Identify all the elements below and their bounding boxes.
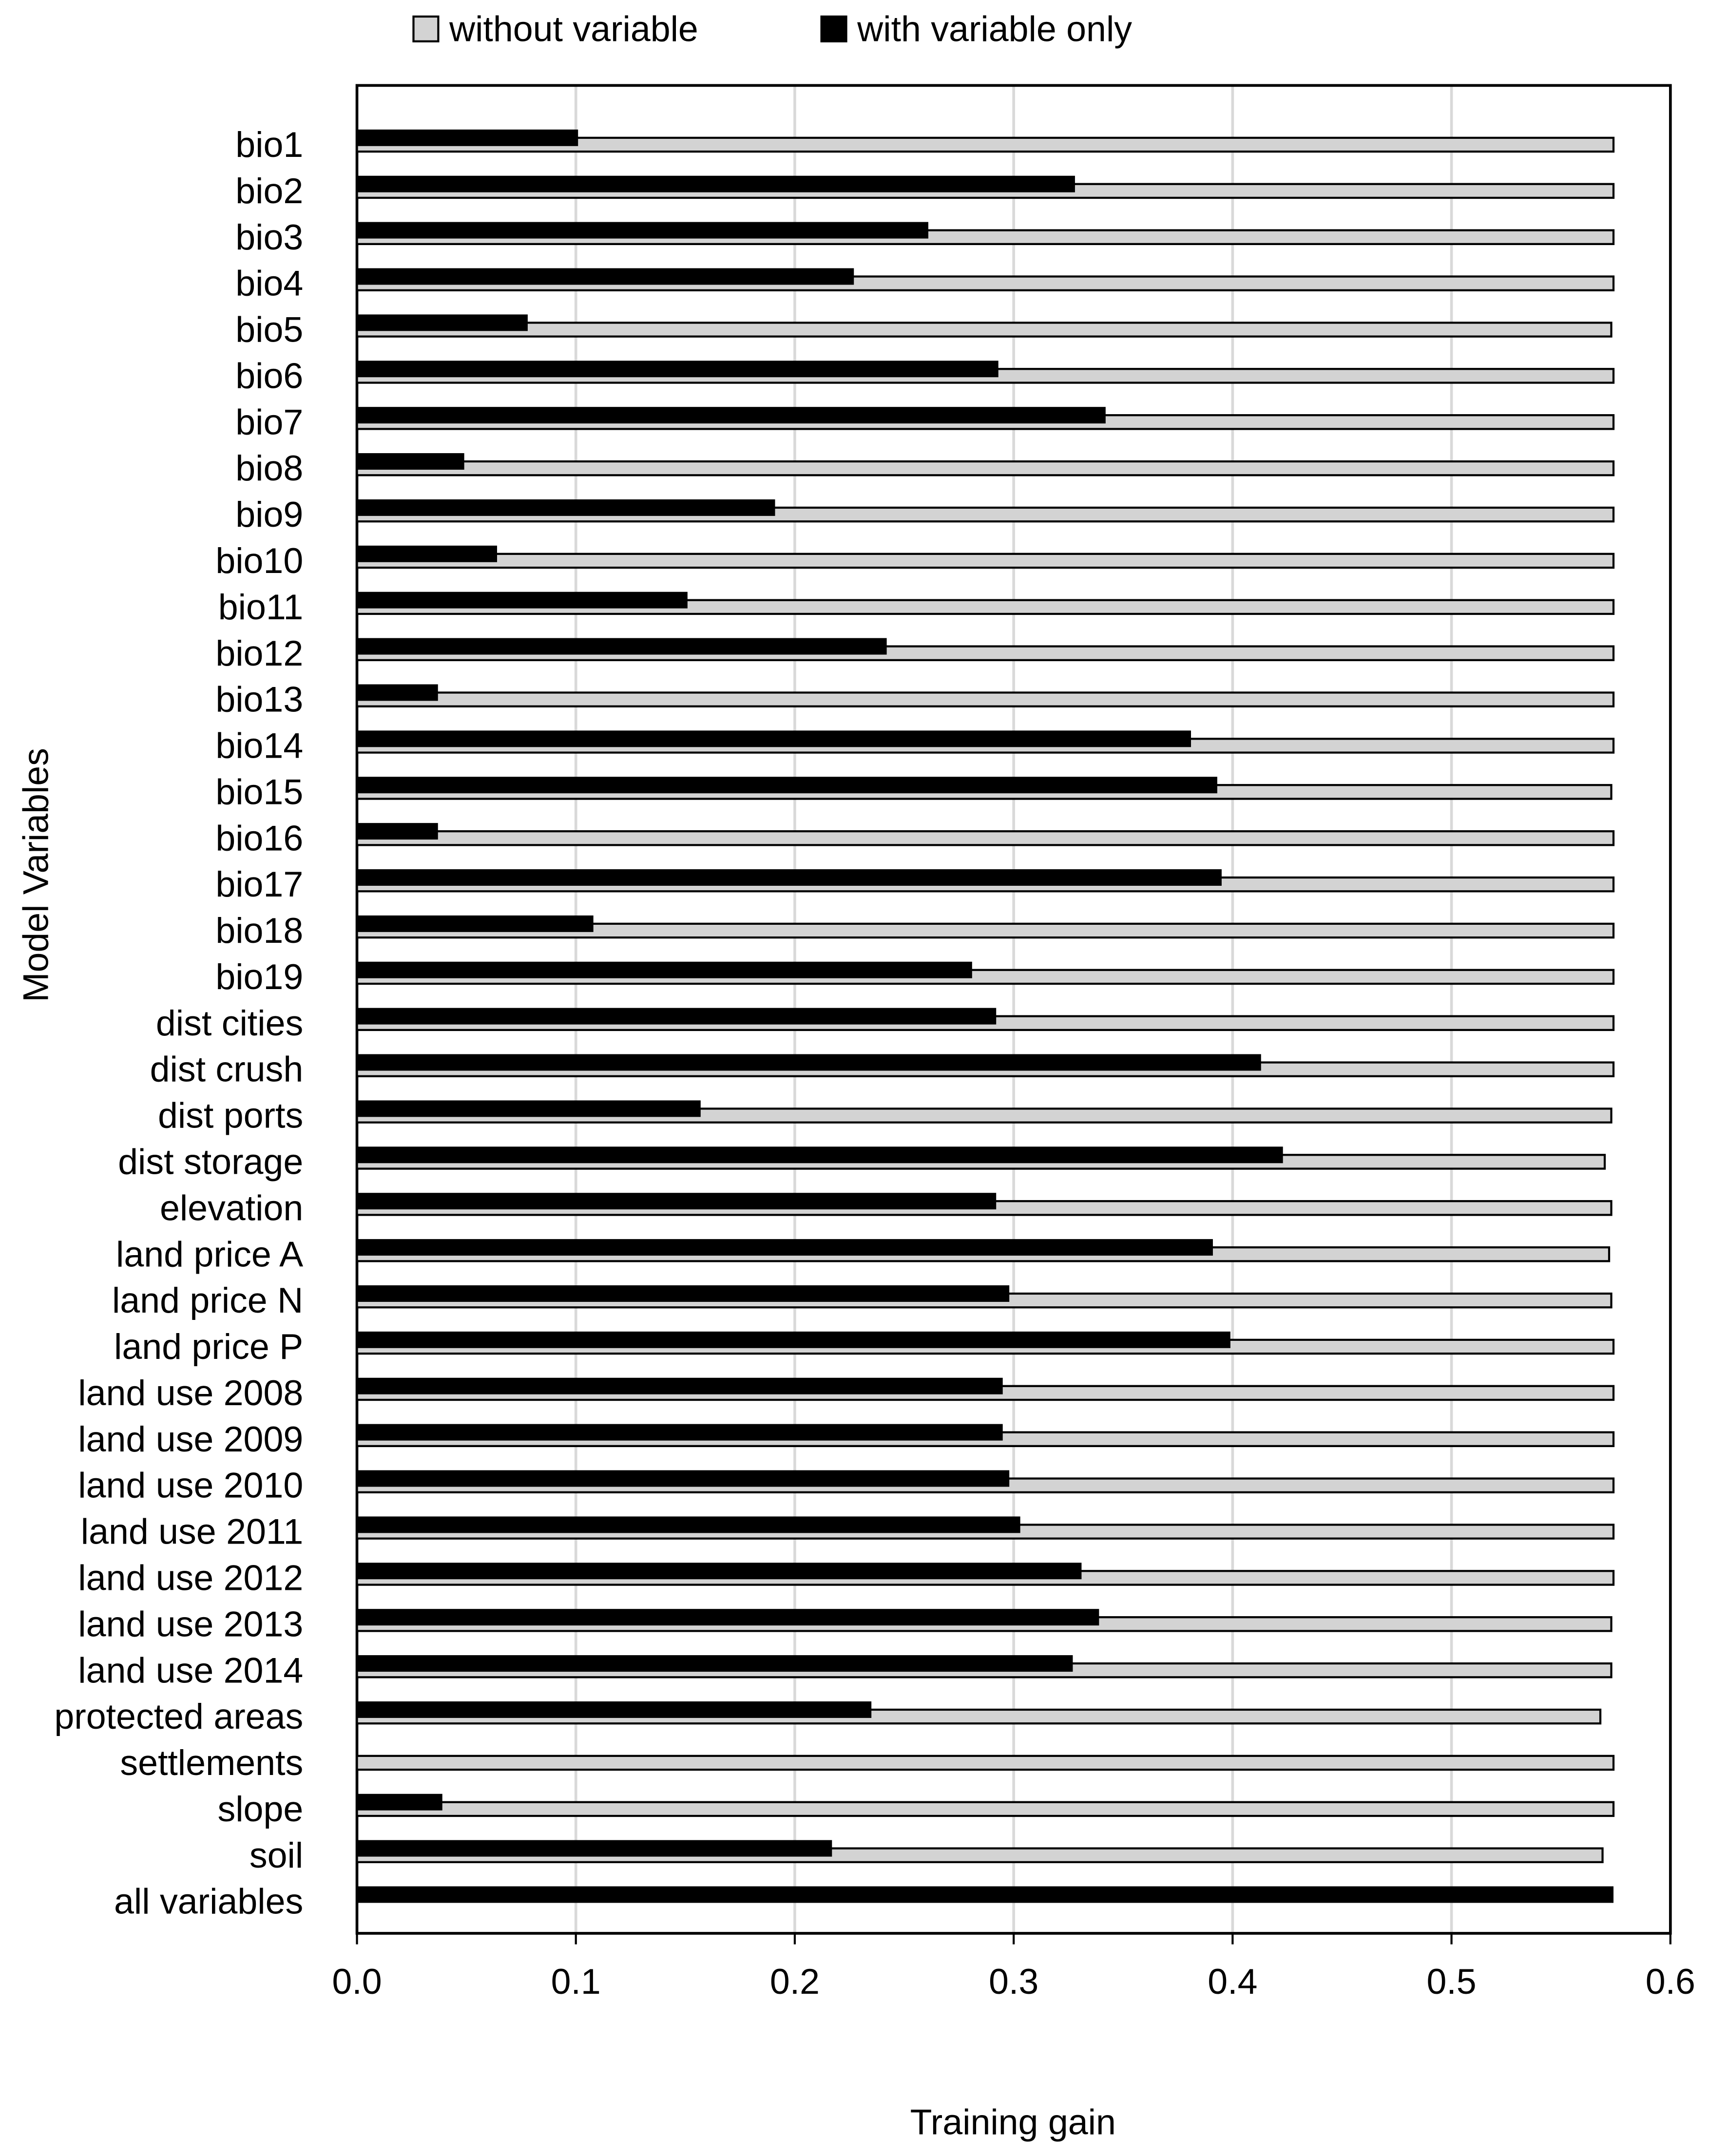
legend-label: without variable (449, 8, 698, 49)
bar-with (357, 1054, 1261, 1071)
y-tick-label: dist cities (156, 1003, 303, 1043)
y-axis-title: Model Variables (16, 748, 56, 1002)
y-tick-label: bio16 (215, 818, 303, 858)
bar-with (357, 407, 1106, 424)
x-tick-label: 0.4 (1208, 1961, 1257, 2002)
bar-with (357, 1377, 1003, 1394)
y-tick-label: bio13 (215, 679, 303, 720)
bar-with (357, 1193, 997, 1210)
y-tick-label: bio6 (235, 355, 303, 396)
bar-with (357, 222, 928, 239)
y-tick-label: dist storage (118, 1142, 303, 1182)
y-tick-label: bio7 (235, 401, 303, 442)
bar-with (357, 175, 1075, 192)
y-tick-label: bio11 (218, 587, 303, 627)
y-tick-label: bio14 (215, 725, 303, 766)
bar-without (356, 691, 1615, 707)
x-tick-label: 0.2 (770, 1961, 820, 2002)
y-tick-label: dist crush (150, 1049, 304, 1089)
bar-without (356, 1755, 1615, 1771)
x-tick-label: 0.5 (1426, 1961, 1476, 2002)
y-tick-label: bio5 (235, 309, 303, 350)
y-tick-label: land use 2011 (81, 1511, 303, 1552)
y-tick-label: land use 2013 (78, 1603, 303, 1644)
bar-with (357, 361, 999, 378)
bar-with (357, 869, 1222, 886)
bar-with (357, 1701, 872, 1718)
x-tick-label: 0.6 (1646, 1961, 1695, 2002)
bar-with (357, 638, 887, 655)
bar-with (357, 1655, 1073, 1672)
x-tick-label: 0.3 (989, 1961, 1038, 2002)
y-tick-label: settlements (120, 1742, 303, 1783)
bar-with (357, 730, 1191, 747)
y-tick-label: bio1 (235, 124, 303, 165)
bar-with (357, 545, 498, 562)
y-tick-label: all variables (114, 1881, 303, 1922)
x-tick-label: 0.1 (551, 1961, 601, 2002)
bar-with (357, 961, 972, 978)
y-tick-label: bio12 (215, 633, 303, 673)
bar-with (357, 129, 578, 146)
y-tick-label: bio2 (235, 171, 303, 211)
y-tick-label: bio3 (235, 217, 303, 257)
y-tick-label: land price N (112, 1280, 303, 1320)
bar-without (356, 830, 1615, 846)
bar-with (357, 1008, 997, 1025)
bar-with (357, 1146, 1283, 1164)
bar-with (357, 823, 438, 840)
y-tick-label: bio17 (215, 864, 303, 904)
bar-with (357, 268, 854, 285)
x-axis-title: Training gain (910, 2102, 1116, 2142)
legend-label: with variable only (857, 8, 1132, 49)
bar-with (357, 1331, 1230, 1348)
bar-with (357, 1840, 832, 1857)
y-tick-label: bio10 (215, 540, 303, 581)
bar-with (357, 591, 688, 609)
y-tick-label: bio15 (215, 771, 303, 812)
bar-with (357, 314, 528, 331)
y-tick-label: bio19 (215, 956, 303, 997)
bar-with (357, 1239, 1213, 1256)
bar-with (357, 777, 1217, 794)
y-tick-label: land use 2009 (78, 1419, 303, 1459)
x-tick-label: 0.0 (332, 1961, 382, 2002)
bar-without (356, 553, 1615, 569)
bar-with (357, 499, 775, 516)
y-tick-label: soil (250, 1835, 303, 1875)
bar-with (357, 453, 464, 470)
bar-without (356, 322, 1613, 338)
bar-with (357, 1609, 1099, 1626)
y-tick-label: bio4 (235, 263, 303, 304)
y-tick-label: land use 2008 (78, 1373, 303, 1413)
bar-with (357, 1793, 442, 1811)
bar-with (357, 1516, 1020, 1533)
y-tick-label: elevation (160, 1187, 303, 1228)
y-tick-label: slope (217, 1789, 303, 1829)
y-tick-label: land use 2012 (78, 1558, 303, 1598)
y-tick-label: land use 2010 (78, 1465, 303, 1506)
y-tick-label: dist ports (158, 1095, 303, 1136)
y-tick-label: protected areas (54, 1696, 303, 1736)
bar-without (356, 1801, 1615, 1817)
bar-with (357, 1470, 1010, 1487)
y-tick-label: land price P (114, 1326, 303, 1367)
y-tick-label: bio9 (235, 494, 303, 534)
y-tick-label: land price A (116, 1234, 303, 1274)
bar-with (357, 684, 438, 701)
bar-with (357, 1424, 1003, 1441)
bar-without (356, 460, 1615, 477)
y-tick-label: bio8 (235, 448, 303, 488)
bar-with (357, 1100, 701, 1117)
y-tick-label: land use 2014 (78, 1650, 303, 1690)
bar-with (357, 1563, 1082, 1580)
bar-with (357, 915, 594, 932)
y-tick-label: bio18 (215, 910, 303, 951)
bar-with (357, 1285, 1010, 1302)
legend-swatch (820, 15, 847, 42)
bar-with (357, 1886, 1613, 1903)
legend-swatch (412, 15, 440, 42)
